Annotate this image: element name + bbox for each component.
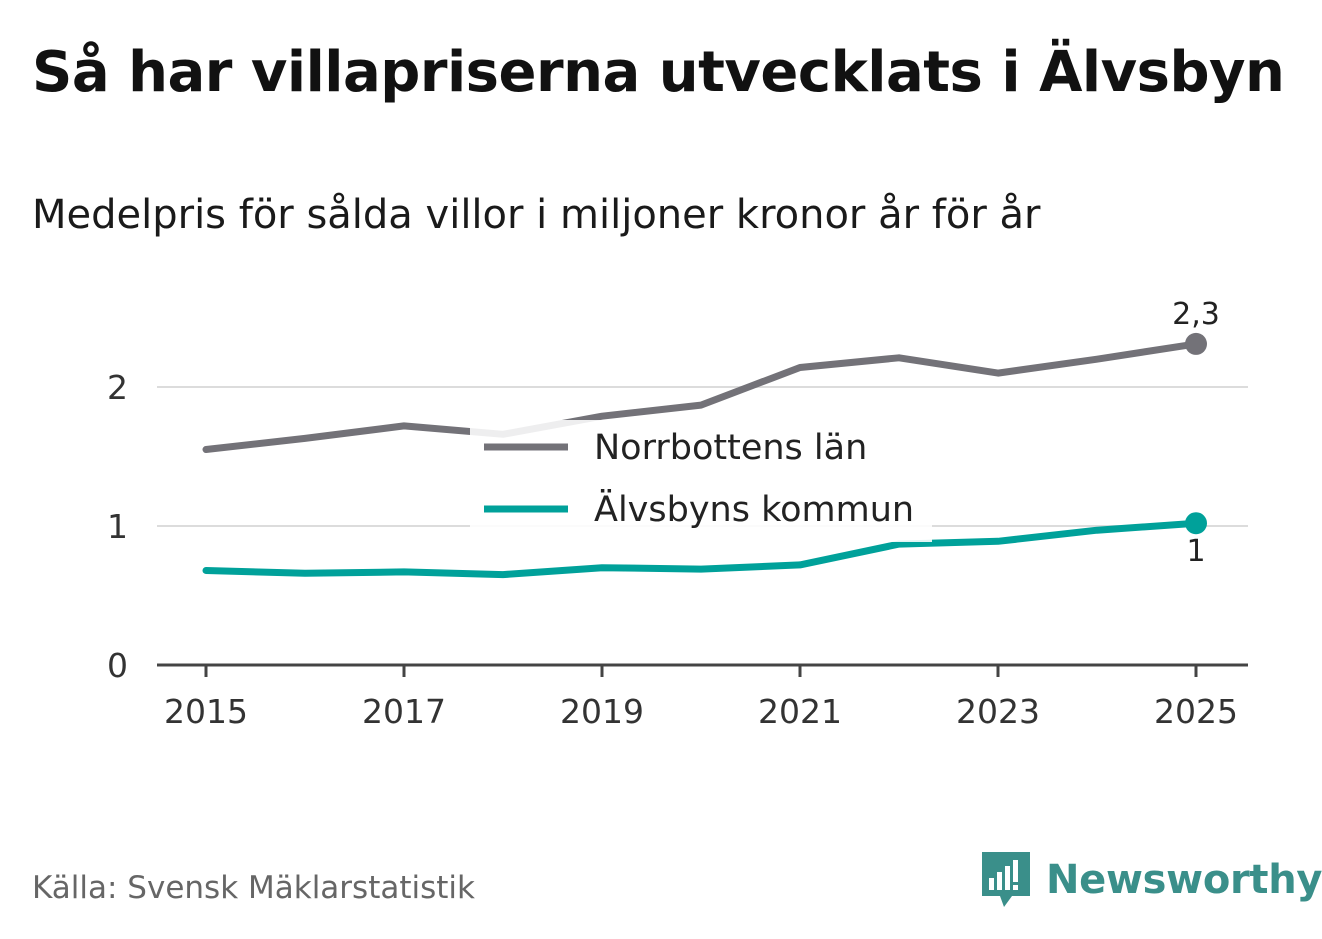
y-tick-label: 1 bbox=[107, 507, 128, 546]
legend: Norrbottens län Älvsbyns kommun bbox=[470, 420, 932, 542]
x-tick-label: 2017 bbox=[362, 692, 446, 731]
axes: 0 1 2 2015 2017 2019 2021 2023 2025 bbox=[107, 368, 1248, 731]
brand-logo: Newsworthy bbox=[980, 850, 1322, 910]
end-markers: 2,31 bbox=[1172, 297, 1220, 569]
legend-label-norrbotten: Norrbottens län bbox=[594, 428, 867, 468]
x-tick-label: 2023 bbox=[956, 692, 1040, 731]
x-tick-label: 2021 bbox=[758, 692, 842, 731]
legend-label-alvsbyn: Älvsbyns kommun bbox=[594, 488, 914, 530]
series-line-norrbotten bbox=[202, 340, 1200, 453]
y-tick-label: 2 bbox=[107, 368, 128, 407]
legend-background bbox=[470, 420, 932, 542]
chart-title: Så har villapriserna utvecklats i Älvsby… bbox=[32, 40, 1285, 105]
y-tick-label: 0 bbox=[107, 646, 128, 685]
newsworthy-logo-icon bbox=[982, 852, 1030, 907]
x-tick-label: 2015 bbox=[164, 692, 248, 731]
end-point-norrbotten bbox=[1185, 332, 1207, 355]
series-lines bbox=[202, 340, 1200, 579]
brand-name: Newsworthy bbox=[1046, 857, 1322, 903]
end-point-alvsbyn bbox=[1185, 512, 1207, 535]
end-value-label: 2,3 bbox=[1172, 297, 1220, 332]
source-note: Källa: Svensk Mäklarstatistik bbox=[32, 870, 475, 906]
series-line-alvsbyn bbox=[202, 519, 1200, 579]
chart-subtitle: Medelpris för sålda villor i miljoner kr… bbox=[32, 192, 1041, 238]
end-value-label: 1 bbox=[1186, 534, 1205, 569]
x-tick-label: 2025 bbox=[1154, 692, 1238, 731]
x-tick-label: 2019 bbox=[560, 692, 644, 731]
